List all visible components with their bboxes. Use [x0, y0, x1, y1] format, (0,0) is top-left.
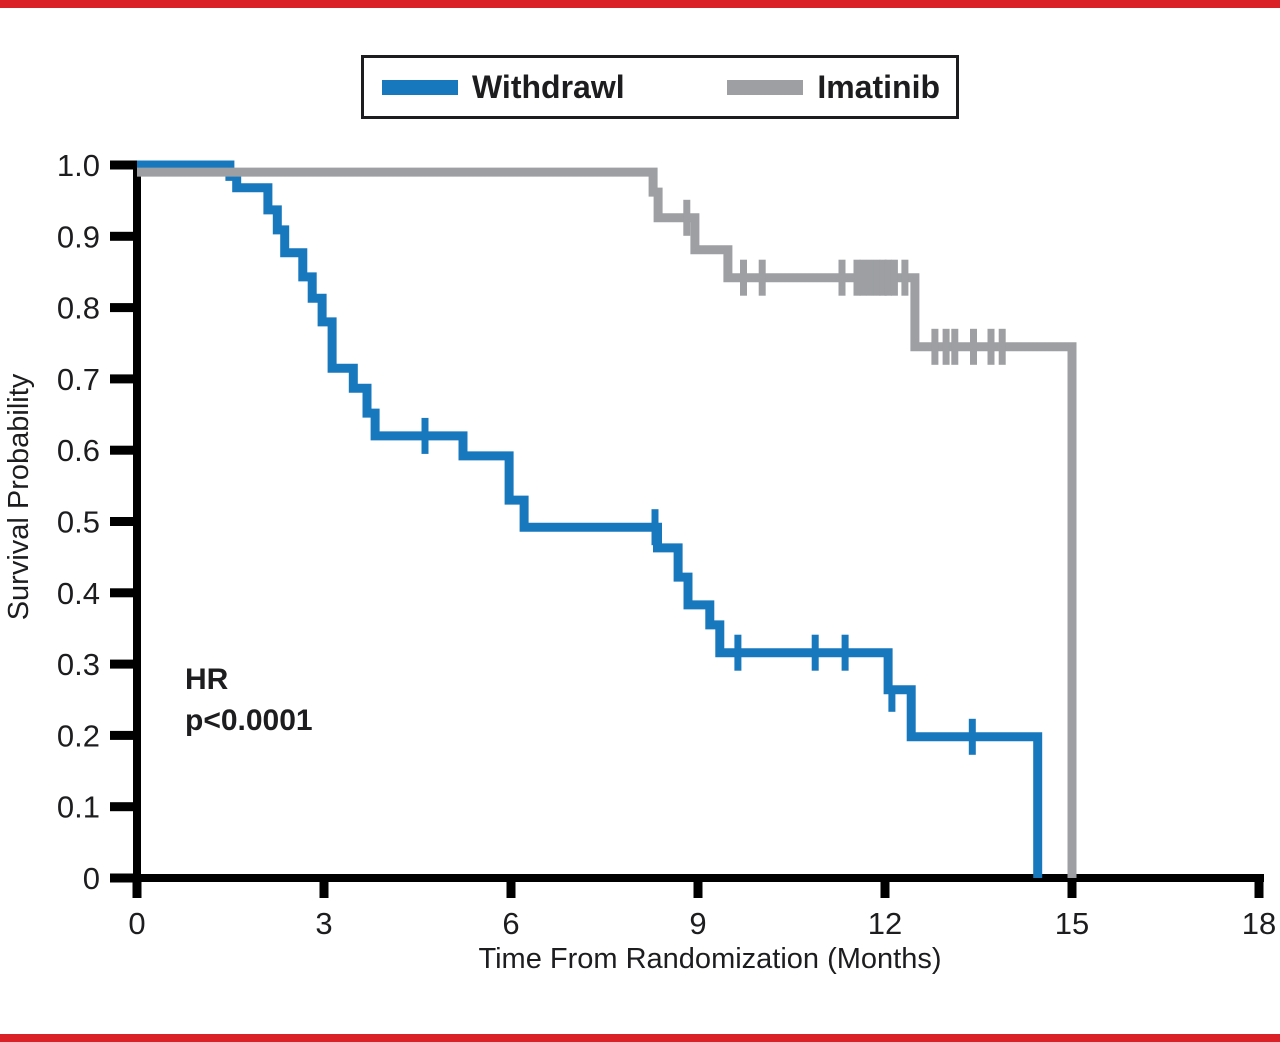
censor-tick-down-withdrawl: [888, 685, 896, 712]
x-tick: [319, 874, 329, 898]
y-tick-label: 0.6: [57, 433, 100, 468]
y-tick: [110, 303, 137, 313]
censor-tick-imatinib: [890, 259, 898, 296]
y-axis-title: Survival Probability: [3, 373, 35, 620]
km-curve-imatinib: [137, 167, 1077, 878]
censor-tick-imatinib: [970, 328, 977, 365]
x-tick-label: 12: [868, 906, 902, 941]
top-red-rule: [0, 0, 1280, 8]
y-tick: [110, 231, 137, 241]
censor-tick-imatinib: [901, 259, 909, 296]
x-tick: [1067, 874, 1077, 898]
y-tick: [110, 659, 137, 669]
x-tick: [132, 874, 142, 898]
legend-label-imatinib: Imatinib: [817, 69, 940, 105]
censor-tick-withdrawl: [841, 634, 849, 671]
y-tick-label: 0.2: [57, 718, 100, 753]
tick-labels: 1.0 0.9 0.8 0.7 0.6 0.5 0.4 0.3 0.2 0.1 00 3 6 9 12 15 1…: [57, 148, 1276, 941]
y-tick-label: 0.7: [57, 362, 100, 397]
y-tick: [110, 160, 137, 170]
censor-tick-imatinib: [931, 328, 939, 365]
y-tick-label: 0.3: [57, 647, 100, 682]
censor-tick-imatinib: [838, 259, 846, 296]
legend-label-withdrawl: Withdrawl: [472, 69, 625, 105]
x-tick-label: 18: [1242, 906, 1276, 941]
y-tick: [110, 445, 137, 455]
y-tick: [110, 730, 137, 740]
survival-curves: [137, 160, 1077, 878]
censor-tick-imatinib: [873, 259, 881, 296]
y-tick: [110, 374, 137, 384]
censor-tick-imatinib: [879, 259, 887, 296]
x-tick-label: 15: [1055, 906, 1089, 941]
censor-tick-withdrawl: [968, 718, 976, 755]
hr-annotation-line1: HR: [185, 663, 229, 696]
censor-tick-imatinib: [853, 259, 861, 296]
censor-tick-imatinib: [740, 259, 747, 296]
x-tick: [1254, 874, 1264, 898]
x-tick-label: 0: [128, 906, 145, 941]
km-curve-withdrawl: [137, 160, 1043, 878]
censor-tick-imatinib: [942, 328, 950, 365]
censor-tick-imatinib: [859, 259, 867, 296]
y-tick: [110, 517, 137, 526]
censor-tick-withdrawl: [734, 634, 742, 671]
censor-tick-imatinib: [987, 328, 995, 365]
legend-entry-withdrawl: Withdrawl: [382, 71, 625, 103]
y-tick-label: 0.4: [57, 576, 100, 611]
hr-annotation-line2: p<0.0001: [185, 704, 313, 737]
censor-tick-imatinib: [866, 259, 874, 296]
legend: Withdrawl Imatinib: [361, 55, 959, 119]
x-tick-label: 3: [315, 906, 332, 941]
y-tick: [110, 873, 137, 883]
legend-swatch-imatinib: [727, 79, 804, 95]
bottom-red-rule: [0, 1034, 1280, 1042]
legend-entry-imatinib: Imatinib: [727, 71, 940, 103]
y-tick: [110, 802, 137, 812]
censor-tick-imatinib: [683, 199, 691, 236]
censor-tick-imatinib: [998, 328, 1006, 365]
y-tick-label: 0.1: [57, 790, 100, 825]
censor-tick-imatinib: [884, 259, 892, 296]
axis-ticks: [110, 160, 1264, 898]
censor-tick-withdrawl: [651, 509, 659, 546]
censor-tick-imatinib: [951, 328, 959, 365]
x-axis-title: Time From Randomization (Months): [478, 943, 941, 975]
x-tick: [693, 874, 703, 898]
y-tick-label: 0.9: [57, 219, 100, 254]
censor-tick-withdrawl: [421, 417, 429, 454]
y-tick: [110, 588, 137, 598]
x-tick: [506, 874, 516, 898]
censor-tick-imatinib: [758, 259, 766, 296]
y-tick-label: 0: [83, 861, 100, 896]
y-tick-label: 0.8: [57, 291, 100, 326]
x-tick: [880, 874, 890, 898]
legend-swatch-withdrawl: [382, 79, 458, 95]
x-tick-label: 6: [502, 906, 519, 941]
x-tick-label: 9: [689, 906, 706, 941]
y-tick-label: 1.0: [57, 148, 100, 183]
y-tick-label: 0.5: [57, 505, 100, 540]
censor-tick-withdrawl: [811, 634, 819, 671]
